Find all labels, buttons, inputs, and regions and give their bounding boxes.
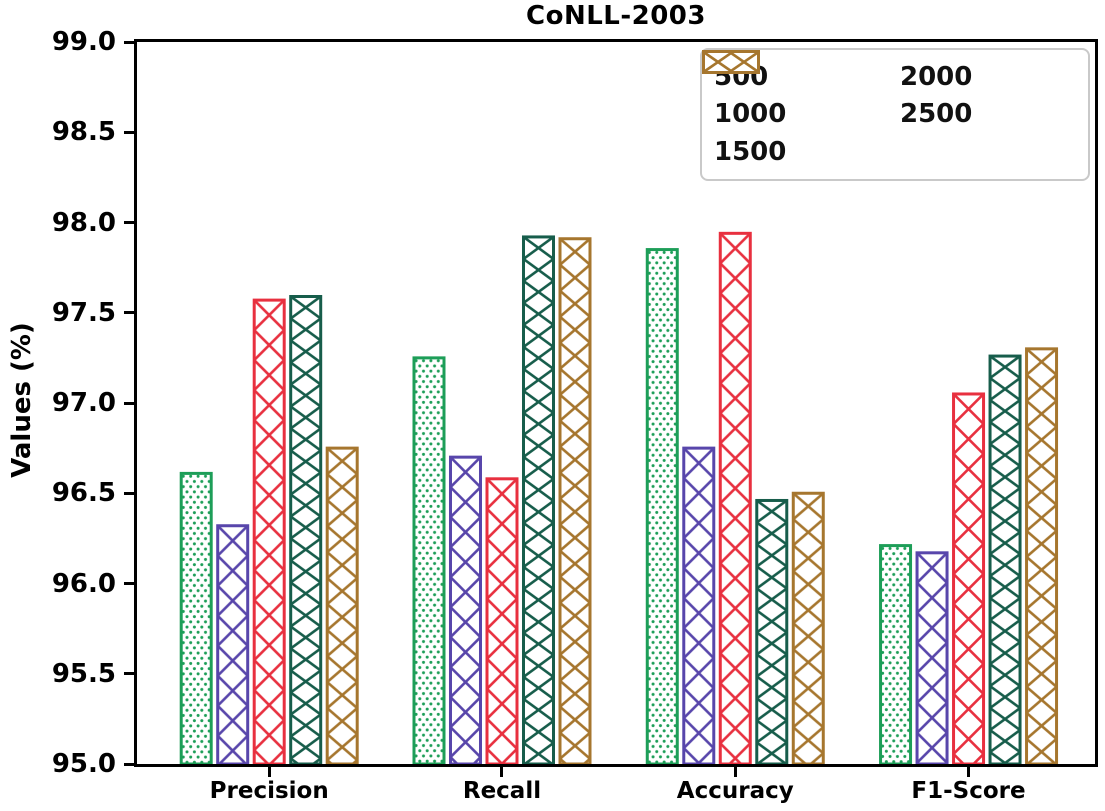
x-tick-label: Accuracy (676, 778, 794, 804)
y-tick-mark (124, 582, 134, 585)
y-tick-label: 99.0 (51, 27, 116, 57)
bar-Accuracy-2000 (755, 498, 789, 764)
plot-area: 500 1000 1500 2000 2500 (134, 39, 1098, 767)
legend-entry: 2000 (702, 50, 1076, 92)
bar-Recall-1000 (448, 455, 482, 764)
legend-label: 1500 (714, 137, 787, 168)
bar-F1-Score-500 (879, 544, 913, 764)
x-tick-mark (733, 767, 737, 777)
bar-Recall-1500 (485, 477, 519, 764)
x-tick-label: F1-Score (911, 778, 1026, 804)
bar-F1-Score-1500 (952, 392, 986, 764)
bar-Accuracy-1500 (718, 231, 752, 764)
bar-F1-Score-2000 (988, 354, 1022, 764)
x-tick-mark (267, 767, 271, 777)
x-tick-label: Precision (209, 778, 329, 804)
y-tick-label: 95.0 (51, 749, 116, 779)
y-tick-label: 96.0 (51, 568, 116, 599)
y-tick-mark (124, 672, 134, 676)
y-tick-mark (124, 130, 134, 134)
legend-label: 2000 (900, 61, 973, 92)
bar-Precision-2500 (325, 446, 359, 764)
x-tick-label: Recall (462, 778, 542, 804)
y-tick-label: 98.5 (51, 117, 116, 148)
bar-Precision-1500 (252, 298, 286, 764)
x-tick-mark (500, 767, 504, 777)
legend-entry: 1500 (702, 50, 890, 168)
y-tick-mark (124, 401, 134, 405)
y-tick-mark (124, 762, 134, 766)
y-tick-label: 96.5 (51, 478, 116, 509)
bar-Recall-2000 (521, 235, 555, 764)
chart-title: CoNLL-2003 (526, 1, 706, 31)
y-tick-label: 97.5 (51, 297, 116, 328)
bar-Accuracy-500 (645, 248, 679, 764)
y-tick-mark (124, 40, 134, 44)
y-tick-label: 97.0 (51, 388, 116, 418)
bar-Precision-1000 (216, 524, 250, 764)
bar-Accuracy-1000 (682, 446, 716, 764)
y-tick-mark (124, 491, 134, 495)
bar-F1-Score-2500 (1025, 347, 1059, 764)
legend-label: 1000 (714, 99, 787, 130)
bar-Precision-2000 (289, 295, 323, 764)
bar-Recall-2500 (558, 237, 592, 764)
bars-canvas (179, 231, 1059, 764)
legend-label: 2500 (900, 99, 973, 130)
x-tick-mark (967, 767, 971, 777)
y-tick-mark (124, 311, 134, 315)
legend-entry: 2500 (702, 50, 1076, 130)
bar-Recall-500 (412, 356, 446, 764)
legend-entry: 1000 (702, 50, 890, 130)
legend: 500 1000 1500 2000 2500 (700, 48, 1090, 181)
legend-swatch-icon (702, 50, 760, 74)
bar-Accuracy-2500 (791, 491, 825, 764)
y-tick-label: 95.5 (51, 658, 116, 689)
y-tick-mark (124, 221, 134, 224)
y-tick-label: 98.0 (51, 207, 116, 238)
bar-F1-Score-1000 (915, 551, 949, 764)
bar-Precision-500 (179, 471, 213, 764)
